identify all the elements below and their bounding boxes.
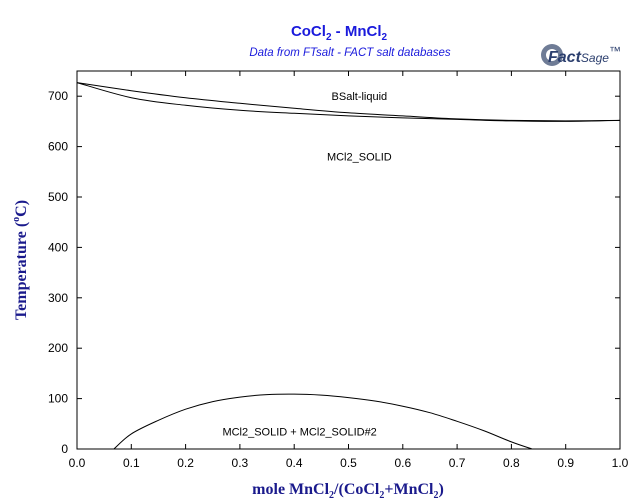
chart-subtitle: Data from FTsalt - FACT salt databases	[249, 47, 451, 59]
x-tick-label: 0.3	[232, 456, 249, 470]
x-tick-label: 0.5	[340, 456, 357, 470]
x-tick-label: 0.4	[286, 456, 303, 470]
y-tick-label: 100	[48, 392, 68, 406]
x-tick-label: 0.1	[123, 456, 140, 470]
region-labels: BSalt-liquid MCl2_SOLID MCl2_SOLID + MCl2_…	[222, 91, 391, 438]
logo-text: FactSage™	[548, 44, 621, 66]
x-tick-label: 0.6	[394, 456, 411, 470]
y-tick-label: 500	[48, 190, 68, 204]
region-label: MCl2_SOLID	[327, 152, 392, 164]
phase-boundaries	[76, 82, 621, 450]
y-tick-label: 600	[48, 140, 68, 154]
y-tick-label: 300	[48, 291, 68, 305]
phase-boundary-line-1	[76, 82, 621, 122]
y-tick-label: 400	[48, 240, 68, 254]
plot-area	[76, 70, 621, 450]
y-tick-label: 0	[61, 442, 68, 456]
x-tick-label: 0.9	[557, 456, 574, 470]
x-tick-label: 0.8	[503, 456, 520, 470]
y-tick-label: 200	[48, 341, 68, 355]
region-label: MCl2_SOLID + MCl2_SOLID#2	[222, 426, 376, 438]
phase-boundary-line-3	[113, 393, 533, 450]
region-label: BSalt-liquid	[332, 91, 388, 103]
y-axis-label: Temperature (oC)	[11, 200, 30, 320]
x-tick-label: 0.2	[177, 456, 194, 470]
y-tick-label: 700	[48, 89, 68, 103]
x-axis-label: mole MnCl2/(CoCl2+MnCl2)	[252, 481, 444, 501]
phase-boundary-line-2	[76, 82, 621, 122]
x-tick-label: 0.0	[69, 456, 86, 470]
x-tick-label: 1.0	[612, 456, 629, 470]
chart-title: CoCl2 - MnCl2	[291, 23, 388, 43]
x-tick-label: 0.7	[449, 456, 466, 470]
factsage-logo: FactSage™	[541, 44, 621, 66]
axis-ticks: 0.0 0.1 0.2 0.3 0.4 0.5 0.6 0.7 0.8 0.9 1.0 0 100 200…	[48, 71, 629, 470]
